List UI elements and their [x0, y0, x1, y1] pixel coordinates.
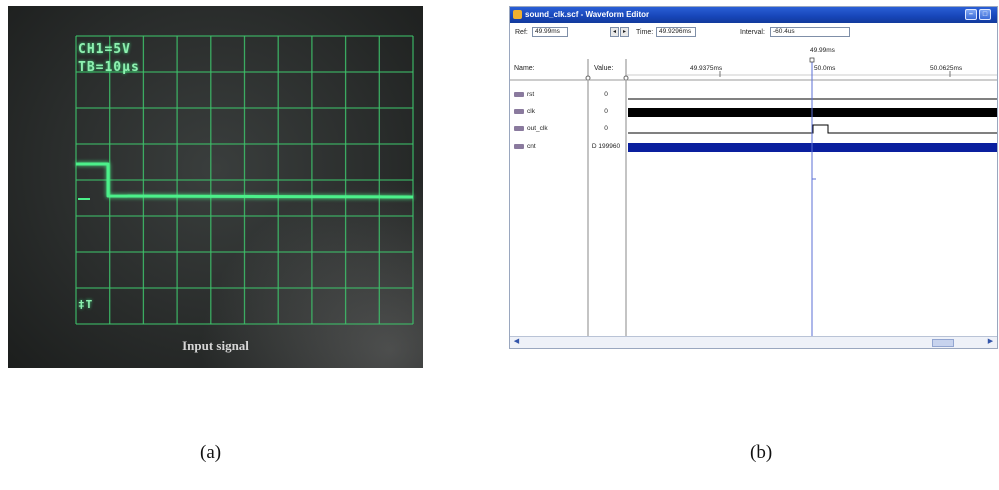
graticule-grid — [75, 35, 414, 325]
ruler-label: 49.9375ms — [690, 65, 723, 72]
window-title-bar[interactable]: sound_clk.scf - Waveform Editor – □ — [510, 7, 997, 23]
interval-field[interactable]: -60.4us — [770, 27, 850, 37]
screen-bezel-glare — [8, 6, 423, 368]
ruler-label: 50.0ms — [814, 65, 836, 72]
panel-label-b: (b) — [750, 442, 773, 463]
window-title: sound_clk.scf - Waveform Editor — [525, 10, 650, 19]
maximize-icon[interactable]: □ — [979, 9, 991, 20]
master-time-bar-label: 49.99ms — [810, 47, 835, 54]
ref-label: Ref: — [515, 29, 528, 36]
ref-time-field[interactable]: 49.99ms — [532, 27, 568, 37]
waveform-editor-window: sound_clk.scf - Waveform Editor – □ Ref:… — [509, 6, 998, 349]
horizontal-scrollbar[interactable]: ◀ ▶ — [510, 336, 997, 348]
name-column-header: Name: — [514, 65, 535, 72]
time-label: Time: — [636, 29, 654, 36]
time-bar-handle[interactable] — [809, 57, 815, 63]
time-toolbar: Ref: 49.99ms ◂ ▸ Time: 49.9296ms Interva… — [510, 24, 997, 46]
signal-value-out-clk: 0 — [604, 125, 608, 132]
signal-value-clk: 0 — [604, 108, 608, 115]
column-handle[interactable] — [585, 75, 591, 81]
interval-label: Interval: — [740, 29, 765, 36]
timebase-readout: TB=10µs — [78, 60, 140, 75]
signal-name-out-clk[interactable]: out_clk — [514, 125, 548, 132]
channel-volts-readout: CH1=5V — [78, 42, 131, 57]
prev-transition-icon[interactable]: ◂ — [610, 27, 619, 37]
signal-name-label: clk — [527, 108, 535, 115]
pin-icon — [514, 108, 524, 114]
next-transition-icon[interactable]: ▸ — [620, 27, 629, 37]
signal-value-cnt: D 199960 — [591, 143, 621, 150]
panel-label-a: (a) — [200, 442, 222, 463]
pin-icon — [514, 125, 524, 131]
ruler-label: 50.0625ms — [930, 65, 963, 72]
minimize-icon[interactable]: – — [965, 9, 977, 20]
signal-name-clk[interactable]: clk — [514, 108, 535, 115]
scroll-right-icon[interactable]: ▶ — [987, 338, 994, 345]
signal-name-rst[interactable]: rst — [514, 91, 534, 98]
signal-trace — [76, 162, 414, 199]
waveform-canvas[interactable] — [510, 7, 997, 336]
app-icon — [513, 10, 522, 19]
scroll-left-icon[interactable]: ◀ — [513, 338, 520, 345]
scroll-thumb[interactable] — [932, 339, 954, 347]
signal-name-label: rst — [527, 91, 535, 98]
signal-name-cnt[interactable]: cnt — [514, 143, 536, 150]
oscilloscope-screen — [75, 35, 414, 325]
pin-icon — [514, 143, 524, 149]
input-signal-caption: Input signal — [182, 338, 249, 353]
trigger-marker: ‡T — [78, 298, 94, 311]
pin-icon — [514, 91, 524, 97]
cursor-time-field[interactable]: 49.9296ms — [656, 27, 696, 37]
waveform-out_clk[interactable] — [628, 124, 997, 134]
value-column-header: Value: — [594, 65, 614, 72]
signal-name-label: out_clk — [527, 125, 548, 132]
column-handle[interactable] — [623, 75, 629, 81]
oscilloscope-photo: CH1=5V TB=10µs ‡T Input signal — [8, 6, 423, 368]
signal-name-label: cnt — [527, 143, 536, 150]
signal-value-rst: 0 — [604, 91, 608, 98]
